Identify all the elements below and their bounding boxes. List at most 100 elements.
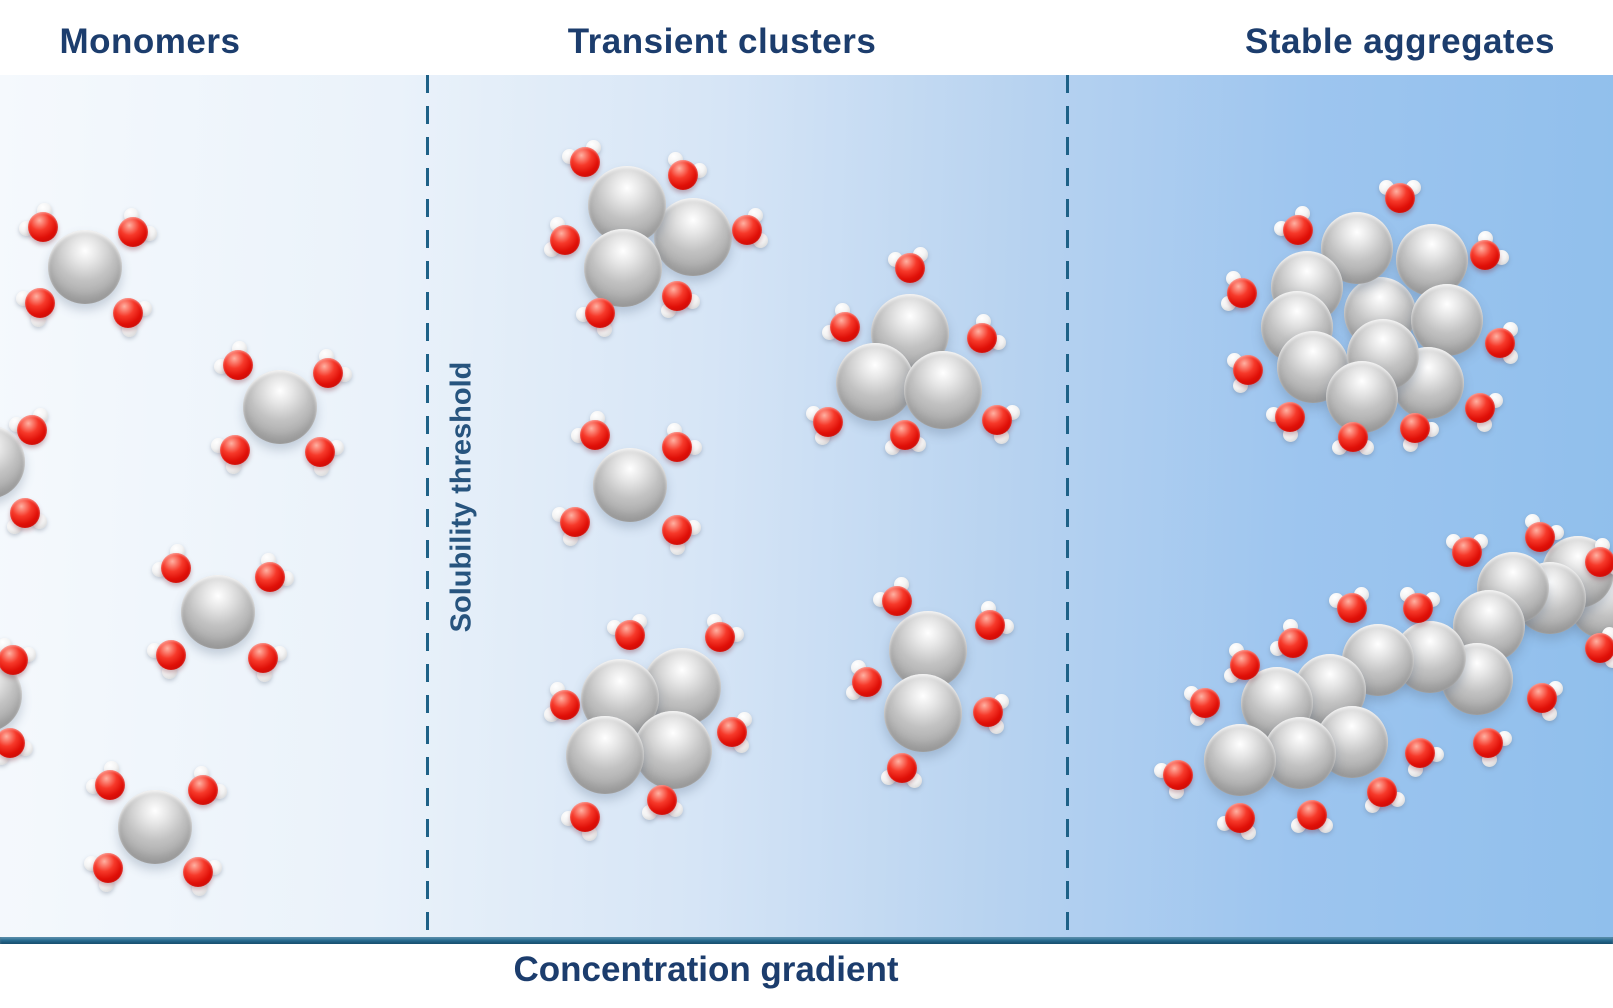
water-molecule [543, 682, 580, 723]
oxygen-atom [1163, 760, 1193, 790]
water-molecule [1379, 179, 1421, 213]
solute-sphere [181, 575, 255, 649]
oxygen-atom [1485, 328, 1515, 358]
water-molecule [1291, 800, 1333, 834]
panel-title-transient-clusters: Transient clusters [567, 22, 877, 61]
oxygen-atom [1227, 278, 1257, 308]
water-molecule [1405, 738, 1445, 777]
oxygen-atom [113, 298, 143, 328]
water-molecule [575, 298, 615, 337]
water-molecule [872, 577, 912, 616]
water-molecule [1332, 422, 1374, 456]
oxygen-atom [580, 420, 610, 450]
oxygen-atom [882, 586, 912, 616]
oxygen-atom [975, 610, 1005, 640]
water-molecule [255, 552, 295, 592]
water-molecule [805, 406, 843, 446]
water-molecule [887, 247, 929, 283]
water-molecule [1399, 587, 1441, 623]
water-molecule [662, 515, 702, 555]
water-molecule [543, 217, 580, 258]
solute-sphere [0, 658, 22, 732]
water-molecule [0, 728, 34, 766]
water-molecule [1183, 685, 1220, 726]
concentration-axis-line [0, 937, 1613, 944]
water-molecule [967, 313, 1006, 353]
solute-sphere [1264, 717, 1336, 789]
solubility-threshold-label: Solubility threshold [445, 361, 478, 633]
water-molecule [18, 202, 58, 242]
solute-sphere [118, 790, 192, 864]
oxygen-atom [895, 253, 925, 283]
water-molecule [560, 802, 600, 841]
oxygen-atom [25, 288, 55, 318]
water-molecule [1273, 206, 1313, 245]
water-molecule [732, 207, 768, 249]
oxygen-atom [93, 853, 123, 883]
oxygen-atom [662, 281, 692, 311]
water-molecule [147, 640, 186, 680]
water-molecule [561, 139, 601, 177]
oxygen-atom [732, 215, 762, 245]
solute-sphere [584, 229, 662, 307]
oxygen-atom [1275, 402, 1305, 432]
oxygen-atom [156, 640, 186, 670]
water-molecule [1364, 777, 1405, 814]
panel-title-monomers: Monomers [59, 22, 241, 61]
oxygen-atom [1190, 688, 1220, 718]
oxygen-atom [585, 298, 615, 328]
water-molecule [846, 659, 882, 701]
oxygen-atom [28, 212, 58, 242]
water-molecule [880, 753, 922, 788]
solute-sphere [904, 351, 982, 429]
solute-sphere [243, 370, 317, 444]
water-molecule [248, 643, 287, 683]
oxygen-atom [305, 437, 335, 467]
water-molecule [8, 407, 48, 445]
solute-sphere [593, 448, 667, 522]
water-molecule [1527, 680, 1564, 721]
oxygen-atom [188, 775, 218, 805]
concentration-gradient-label: Concentration gradient [513, 950, 899, 989]
oxygen-atom [662, 515, 692, 545]
oxygen-atom [183, 857, 213, 887]
water-molecule [662, 422, 702, 462]
oxygen-atom [1585, 633, 1613, 663]
oxygen-atom [662, 432, 692, 462]
oxygen-atom [1473, 728, 1503, 758]
oxygen-atom [717, 717, 747, 747]
solute-sphere [836, 343, 914, 421]
water-molecule [705, 613, 745, 652]
oxygen-atom [1527, 683, 1557, 713]
water-molecule [1329, 586, 1370, 623]
water-molecule [84, 853, 123, 893]
water-molecule [85, 760, 125, 800]
oxygen-atom [1233, 355, 1263, 385]
oxygen-atom [1338, 422, 1368, 452]
oxygen-atom [220, 435, 250, 465]
solute-sphere [884, 674, 962, 752]
water-molecule [213, 340, 253, 380]
water-molecule [1265, 402, 1305, 442]
oxygen-atom [973, 697, 1003, 727]
oxygen-atom [615, 620, 645, 650]
oxygen-atom [1337, 593, 1367, 623]
oxygen-atom [1403, 593, 1433, 623]
oxygen-atom [887, 753, 917, 783]
oxygen-atom [1230, 650, 1260, 680]
solute-sphere [634, 711, 712, 789]
oxygen-atom [161, 553, 191, 583]
water-molecule [975, 600, 1015, 640]
water-molecule [982, 405, 1020, 444]
oxygen-atom [223, 350, 253, 380]
solubility-threshold-dashed-line [426, 75, 429, 941]
water-molecule [1226, 352, 1263, 393]
oxygen-atom [17, 415, 47, 445]
solute-sphere [1326, 361, 1398, 433]
oxygen-atom [255, 562, 285, 592]
water-molecule [211, 435, 250, 475]
oxygen-atom [1283, 215, 1313, 245]
oxygen-atom [248, 643, 278, 673]
water-molecule [570, 410, 610, 450]
